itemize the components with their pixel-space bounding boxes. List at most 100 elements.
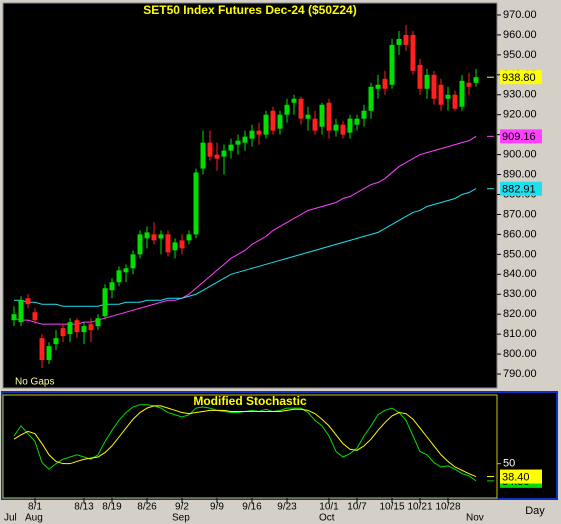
- candle-body: [396, 38, 402, 45]
- y-tick-label: 970.00: [503, 9, 537, 21]
- candle-body: [249, 130, 255, 139]
- stoch-panel: [2, 394, 498, 499]
- candle-body: [291, 98, 297, 103]
- candle-body: [109, 282, 115, 291]
- candle-body: [466, 82, 472, 87]
- candle-body: [46, 346, 52, 361]
- candle-body: [319, 104, 325, 127]
- y-tick-label: 820.00: [503, 308, 537, 320]
- last-label: 38.40: [502, 471, 530, 483]
- y-tick-label: 920.00: [503, 109, 537, 121]
- x-tick-label: 8/26: [137, 502, 157, 513]
- x-tick-label: 8/19: [102, 502, 122, 513]
- candle-body: [137, 234, 143, 255]
- y-tick-label: 790.00: [503, 368, 537, 380]
- last-label-box: [500, 469, 542, 484]
- y-tick-label: 810.00: [503, 328, 537, 340]
- candle-body: [172, 242, 178, 251]
- candle-body: [60, 328, 66, 337]
- month-label: Oct: [319, 513, 335, 524]
- y-tick-label: 960.00: [503, 29, 537, 41]
- x-tick-label: 10/1: [319, 502, 339, 513]
- last-label-box: [500, 181, 542, 196]
- candle-body: [354, 118, 360, 125]
- candle-body: [200, 142, 206, 169]
- month-label: Nov: [466, 513, 484, 524]
- stoch-title: Modified Stochastic: [193, 394, 307, 408]
- candle-body: [228, 144, 234, 151]
- candle-body: [473, 77, 479, 83]
- candle-body: [39, 338, 45, 361]
- x-tick-label: 8/13: [74, 502, 94, 513]
- candle-body: [207, 142, 213, 157]
- x-tick-label: 9/23: [277, 502, 297, 513]
- candle-body: [179, 240, 185, 249]
- candle-body: [305, 114, 311, 119]
- candle-body: [116, 270, 122, 283]
- candle-body: [347, 118, 353, 133]
- candle-body: [403, 34, 409, 45]
- candle-body: [130, 254, 136, 269]
- x-tick-label: 9/2: [175, 502, 189, 513]
- candle-body: [445, 94, 451, 99]
- candle-body: [382, 78, 388, 89]
- candle-body: [270, 110, 276, 131]
- x-tick-label: 10/7: [347, 502, 367, 513]
- y-tick-label: 930.00: [503, 89, 537, 101]
- candle-body: [67, 322, 73, 335]
- candle-body: [235, 140, 241, 145]
- candle-body: [32, 312, 38, 321]
- month-label: Sep: [172, 513, 190, 524]
- candle-body: [74, 320, 80, 333]
- candle-body: [438, 84, 444, 105]
- candle-body: [88, 324, 94, 331]
- candle-body: [459, 80, 465, 107]
- candle-body: [18, 300, 24, 323]
- candle-body: [277, 114, 283, 129]
- stochastic-line: [13, 405, 477, 478]
- candle-body: [431, 74, 437, 99]
- x-unit: Day: [525, 505, 545, 517]
- x-tick-label: 10/15: [379, 502, 404, 513]
- candle-body: [95, 318, 101, 327]
- candle-body: [424, 74, 430, 89]
- candle-body: [326, 102, 332, 131]
- x-tick-label: 10/21: [407, 502, 432, 513]
- candle-body: [25, 298, 31, 305]
- candle-body: [53, 338, 59, 345]
- y-tick-label: 860.00: [503, 228, 537, 240]
- candle-body: [165, 234, 171, 253]
- candle-body: [298, 98, 304, 119]
- last-label: 909.16: [502, 131, 536, 143]
- candle-body: [452, 94, 458, 109]
- candle-body: [214, 154, 220, 159]
- candle-body: [151, 234, 157, 241]
- candle-body: [368, 86, 374, 111]
- moving-average: [14, 188, 477, 307]
- month-label: Aug: [25, 513, 43, 524]
- y-tick-label: 900.00: [503, 149, 537, 161]
- candle-body: [102, 288, 108, 317]
- y-tick-label: 840.00: [503, 268, 537, 280]
- x-tick-label: 8/1: [28, 502, 42, 513]
- y-tick-label: 890.00: [503, 168, 537, 180]
- x-tick-label: 9/9: [210, 502, 224, 513]
- candle-body: [263, 114, 269, 135]
- candle-body: [284, 104, 290, 115]
- candle-body: [242, 136, 248, 143]
- candle-body: [361, 110, 367, 119]
- last-label: 938.80: [502, 72, 536, 84]
- candle-body: [186, 234, 192, 241]
- candle-body: [193, 172, 199, 235]
- candle-body: [389, 44, 395, 85]
- candle-body: [340, 124, 346, 135]
- x-tick-label: 10/28: [435, 502, 460, 513]
- candle-body: [11, 314, 17, 321]
- candle-body: [221, 150, 227, 157]
- chart-title: SET50 Index Futures Dec-24 ($50Z24): [143, 3, 356, 17]
- candle-body: [375, 84, 381, 89]
- y-tick-label: 830.00: [503, 288, 537, 300]
- candle-body: [256, 130, 262, 135]
